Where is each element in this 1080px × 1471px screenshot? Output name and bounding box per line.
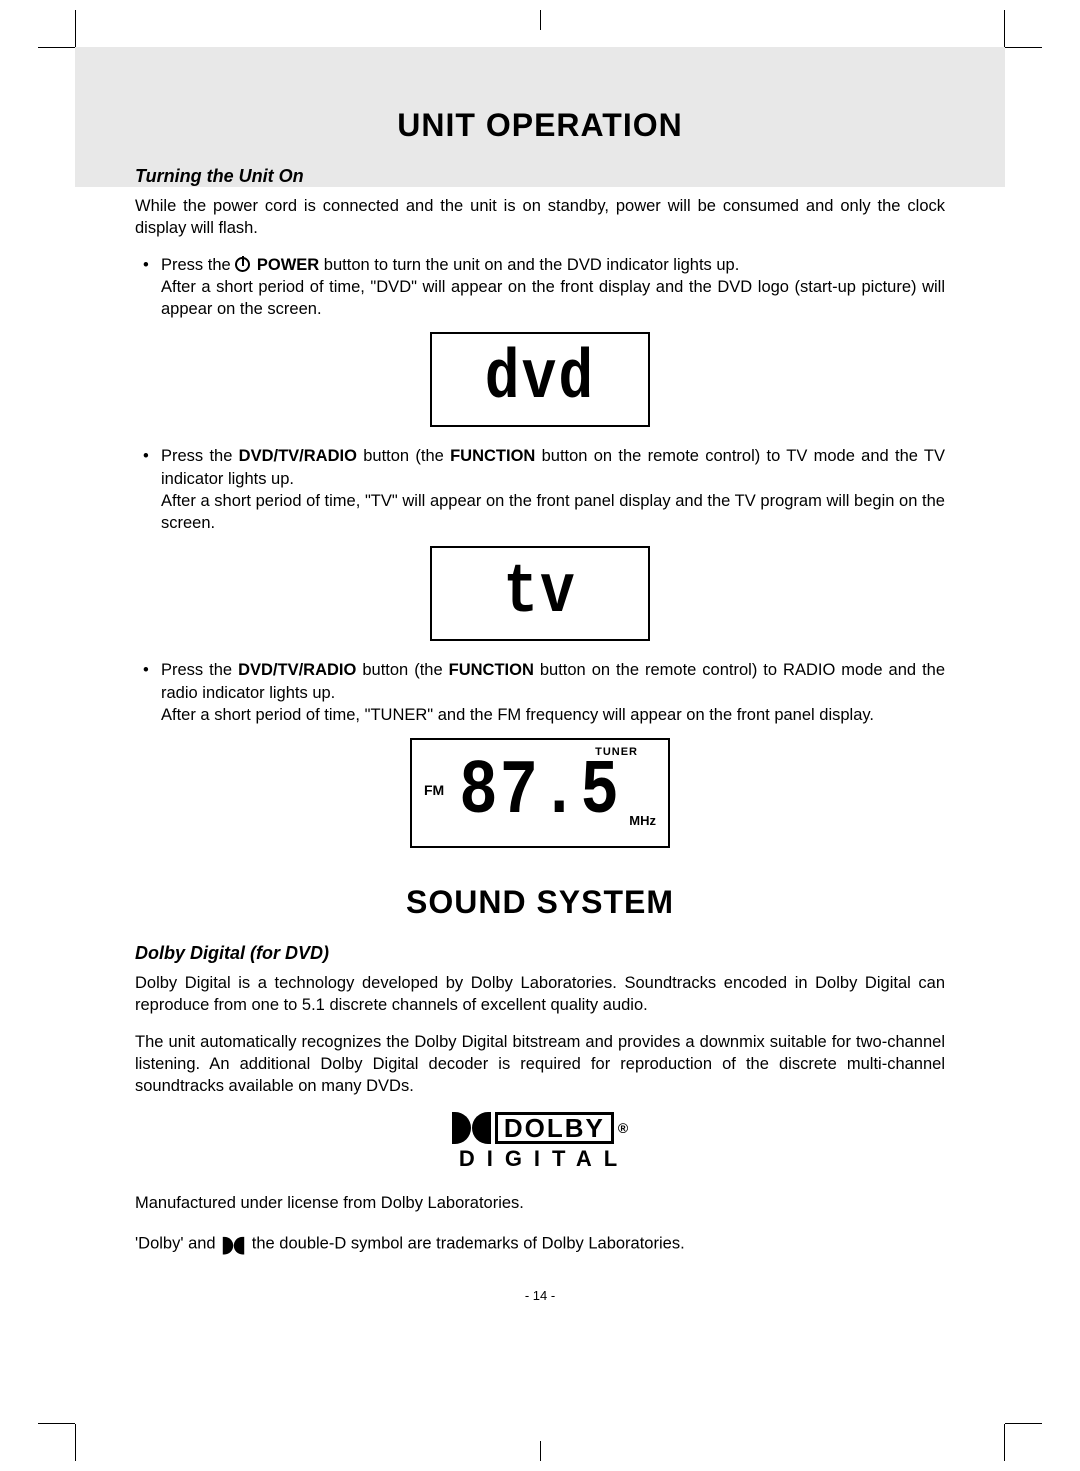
bullet-icon: • [143,445,149,467]
double-d-icon [223,1237,244,1255]
step-2-mid: button (the [357,447,450,465]
crop-mark [38,1423,75,1424]
step-1-post: button to turn the unit on and the DVD i… [319,256,739,274]
tm-post: the double-D symbol are trademarks of Do… [247,1234,684,1252]
step-2: • Press the DVD/TV/RADIO button (the FUN… [135,445,945,534]
step-2-bold2: FUNCTION [450,447,535,465]
bullet-icon: • [143,254,149,276]
license-text: Manufactured under license from Dolby La… [135,1192,945,1214]
step-2-bold: DVD/TV/RADIO [239,447,357,465]
step-1: • Press the POWER button to turn the uni… [135,254,945,321]
tm-pre: 'Dolby' and [135,1234,220,1252]
dolby-logo: DOLBY ® DIGITAL [435,1112,645,1172]
fm-label: FM [424,782,444,798]
double-d-icon [452,1112,491,1144]
step-3-bold2: FUNCTION [449,661,534,679]
crop-mark [1005,47,1042,48]
step-3-pre: Press the [161,661,238,679]
subheading-dolby: Dolby Digital (for DVD) [135,943,945,964]
registered-icon: ® [618,1120,628,1136]
step-3: • Press the DVD/TV/RADIO button (the FUN… [135,659,945,726]
step-1-bold: POWER [252,256,319,274]
crop-mark [1005,1423,1042,1424]
intro-text: While the power cord is connected and th… [135,195,945,240]
power-icon [235,257,250,272]
step-3-mid: button (the [356,661,448,679]
page-content: UNIT OPERATION Turning the Unit On While… [75,47,1005,1424]
step-3-bold: DVD/TV/RADIO [238,661,356,679]
lcd-text: dvd [485,341,595,419]
digital-word: DIGITAL [443,1146,645,1172]
step-1-after: After a short period of time, "DVD" will… [161,278,945,318]
crop-mark [1004,1424,1005,1461]
step-3-after: After a short period of time, "TUNER" an… [161,706,874,724]
crop-mark [540,1441,541,1461]
title-unit-operation: UNIT OPERATION [135,107,945,144]
lcd-display-tv: tv [430,546,650,641]
step-1-pre: Press the [161,256,235,274]
crop-mark [1004,10,1005,47]
mhz-label: MHz [629,813,656,828]
step-2-after: After a short period of time, "TV" will … [161,492,945,532]
dolby-word: DOLBY [495,1112,614,1144]
trademark-text: 'Dolby' and the double-D symbol are trad… [135,1228,945,1260]
step-2-pre: Press the [161,447,239,465]
dolby-para1: Dolby Digital is a technology developed … [135,972,945,1017]
subheading-turning-on: Turning the Unit On [135,166,945,187]
crop-mark [540,10,541,30]
dolby-para2: The unit automatically recognizes the Do… [135,1031,945,1098]
lcd-display-dvd: dvd [430,332,650,427]
lcd-text: tv [503,555,577,633]
crop-mark [75,10,76,47]
bullet-icon: • [143,659,149,681]
crop-mark [75,1424,76,1461]
lcd-text: 87.5 [459,750,621,836]
lcd-display-tuner: TUNER FM 87.5 MHz [410,738,670,848]
page-number: - 14 - [135,1288,945,1303]
title-sound-system: SOUND SYSTEM [135,884,945,921]
crop-mark [38,47,75,48]
